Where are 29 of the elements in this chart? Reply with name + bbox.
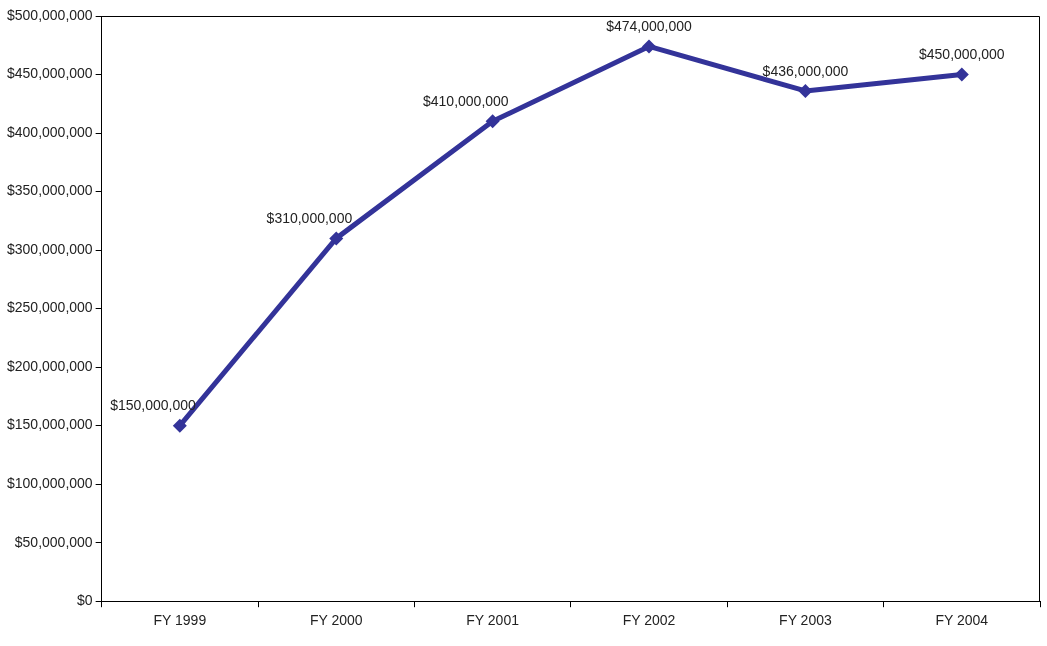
y-tick-label: $400,000,000: [7, 123, 93, 140]
y-tick-label: $50,000,000: [14, 533, 93, 550]
y-tick-label: $500,000,000: [7, 6, 93, 23]
data-label: $150,000,000: [110, 397, 197, 414]
y-tick-label: $250,000,000: [7, 299, 93, 316]
x-tick-label: FY 2000: [309, 612, 363, 629]
x-tick-label: FY 1999: [153, 612, 207, 629]
y-tick-label: $450,000,000: [7, 65, 93, 82]
y-tick-label: $0: [77, 592, 93, 609]
y-tick-label: $100,000,000: [7, 475, 93, 492]
x-tick-label: FY 2003: [779, 612, 832, 629]
data-label: $436,000,000: [762, 62, 849, 79]
data-label: $410,000,000: [422, 93, 509, 110]
point: [642, 39, 657, 54]
x-tick-label: FY 2002: [622, 612, 676, 629]
y-tick-label: $350,000,000: [7, 182, 93, 199]
point: [485, 114, 500, 129]
data-label: $310,000,000: [266, 210, 353, 227]
x-tick-label: FY 2001: [466, 612, 520, 629]
data-label: $474,000,000: [606, 18, 693, 35]
data-label: $450,000,000: [918, 46, 1005, 63]
y-tick-label: $150,000,000: [7, 416, 93, 433]
y-tick-label: $300,000,000: [7, 240, 93, 257]
y-tick-label: $200,000,000: [7, 357, 93, 374]
point: [172, 418, 187, 433]
point: [954, 67, 969, 82]
point: [329, 231, 344, 246]
x-tick-label: FY 2004: [935, 612, 989, 629]
point: [798, 83, 813, 98]
